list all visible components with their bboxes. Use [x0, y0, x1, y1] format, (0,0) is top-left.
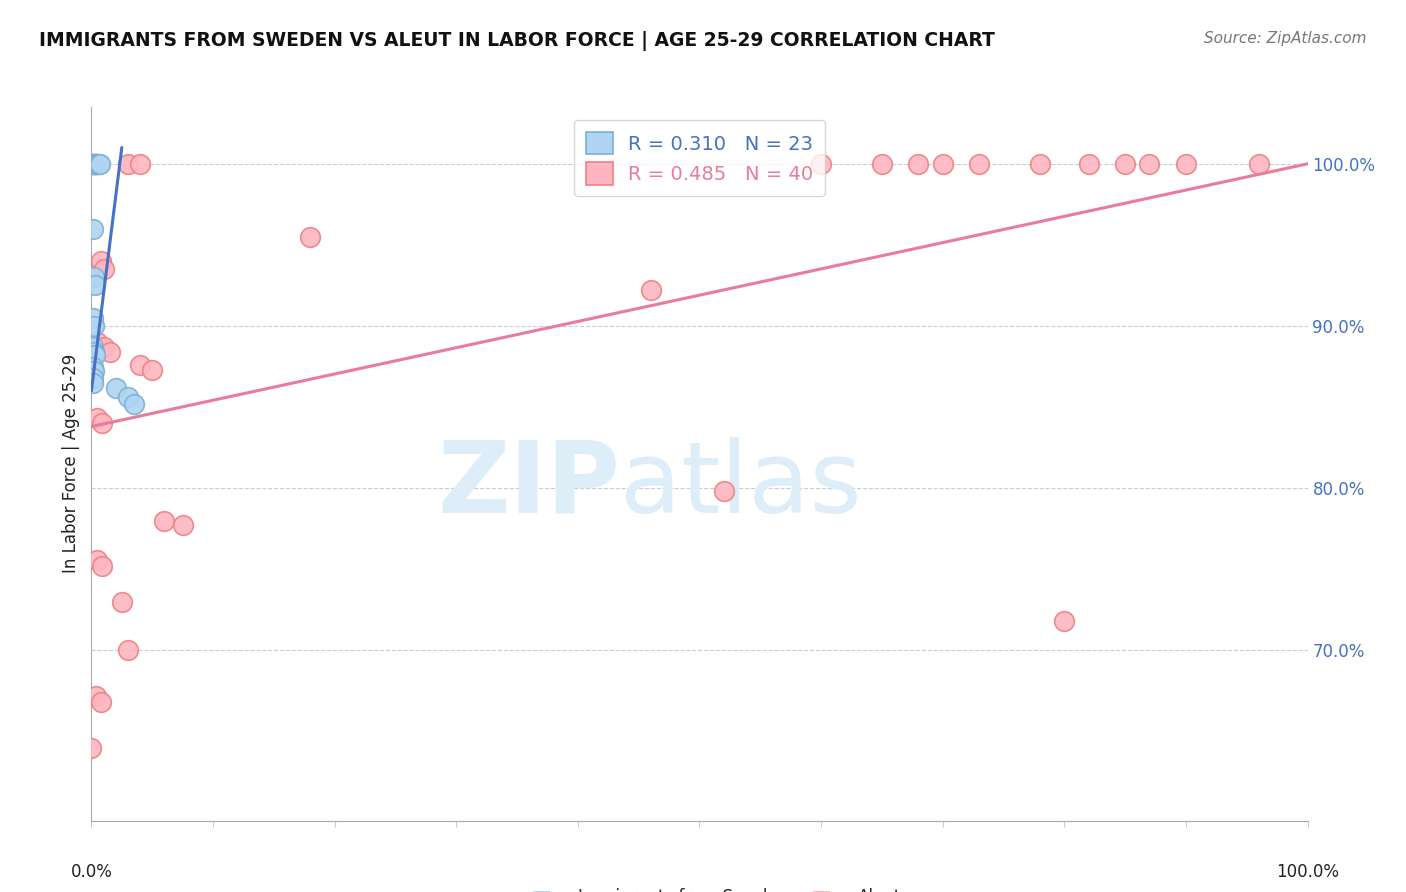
Point — [90, 254, 112, 268]
Point — [1175, 157, 1198, 171]
Point — [91, 559, 114, 574]
Point — [83, 364, 105, 378]
Point — [83, 157, 105, 171]
Point — [1077, 157, 1099, 171]
Text: Immigrants from Sweden: Immigrants from Sweden — [578, 888, 787, 892]
Point — [172, 518, 194, 533]
Point — [82, 359, 104, 374]
Point — [84, 157, 107, 171]
Point — [122, 397, 145, 411]
Point — [90, 695, 112, 709]
Text: Aleuts: Aleuts — [858, 888, 910, 892]
Point — [870, 157, 893, 171]
Point — [153, 514, 176, 528]
Point — [82, 157, 104, 171]
Point — [82, 376, 104, 390]
Legend: R = 0.310   N = 23, R = 0.485   N = 40: R = 0.310 N = 23, R = 0.485 N = 40 — [574, 120, 825, 196]
Y-axis label: In Labor Force | Age 25-29: In Labor Force | Age 25-29 — [62, 354, 80, 574]
Point — [141, 363, 163, 377]
Point — [104, 381, 127, 395]
Point — [89, 157, 111, 171]
Point — [810, 157, 832, 171]
Point — [98, 345, 121, 359]
Point — [84, 278, 107, 293]
Point — [84, 157, 107, 171]
Point — [86, 335, 108, 350]
Text: 100.0%: 100.0% — [1277, 863, 1339, 881]
Point — [82, 310, 104, 325]
Point — [82, 157, 104, 171]
Point — [1247, 157, 1270, 171]
Text: ZIP: ZIP — [437, 437, 620, 533]
Text: atlas: atlas — [620, 437, 862, 533]
Point — [84, 157, 107, 171]
Text: 0.0%: 0.0% — [70, 863, 112, 881]
Point — [83, 318, 105, 333]
Point — [80, 740, 103, 755]
Point — [907, 157, 929, 171]
Point — [1053, 614, 1076, 628]
Point — [93, 340, 115, 354]
Point — [640, 283, 662, 297]
Point — [83, 270, 105, 285]
Text: ■: ■ — [811, 888, 831, 892]
Point — [1139, 157, 1161, 171]
Point — [84, 689, 107, 703]
Point — [129, 157, 152, 171]
Point — [1114, 157, 1136, 171]
Point — [83, 157, 105, 171]
Point — [87, 157, 110, 171]
Text: IMMIGRANTS FROM SWEDEN VS ALEUT IN LABOR FORCE | AGE 25-29 CORRELATION CHART: IMMIGRANTS FROM SWEDEN VS ALEUT IN LABOR… — [39, 31, 995, 51]
Point — [117, 643, 139, 657]
Point — [84, 157, 107, 171]
Point — [86, 552, 108, 566]
Point — [84, 348, 107, 362]
Point — [967, 157, 990, 171]
Point — [93, 262, 115, 277]
Point — [117, 157, 139, 171]
Text: Source: ZipAtlas.com: Source: ZipAtlas.com — [1204, 31, 1367, 46]
Point — [931, 157, 953, 171]
Point — [86, 411, 108, 425]
Text: ■: ■ — [531, 888, 553, 892]
Point — [82, 371, 104, 385]
Point — [86, 157, 108, 171]
Point — [80, 157, 103, 171]
Point — [80, 157, 103, 171]
Point — [1029, 157, 1052, 171]
Point — [111, 595, 134, 609]
Point — [299, 229, 322, 244]
Point — [91, 417, 114, 431]
Point — [713, 484, 735, 499]
Point — [129, 358, 152, 372]
Point — [117, 390, 139, 404]
Point — [82, 340, 104, 354]
Point — [83, 345, 105, 359]
Point — [82, 221, 104, 235]
